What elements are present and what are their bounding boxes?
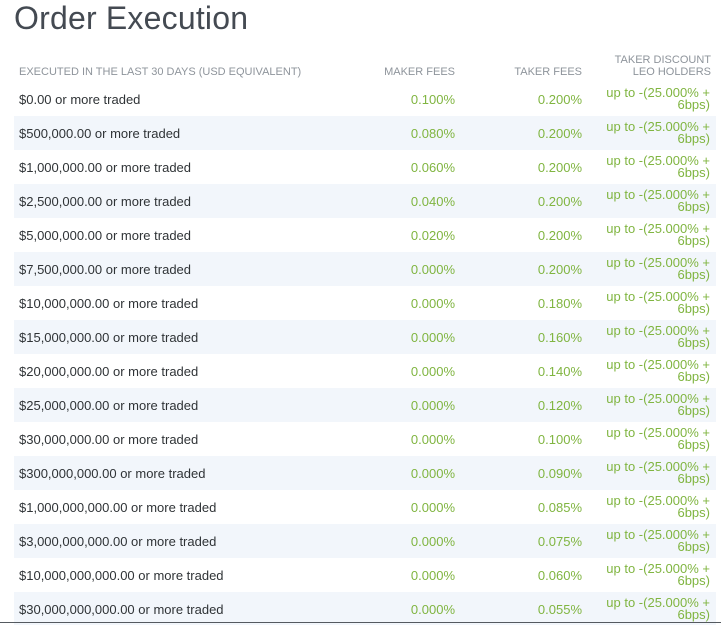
taker-fee-cell: 0.200% xyxy=(537,193,582,209)
maker-fee-cell: 0.000% xyxy=(410,261,455,277)
table-row: $30,000,000.00 or more traded 0.000% 0.100… xyxy=(14,422,716,456)
table-row: $25,000,000.00 or more traded 0.000% 0.120… xyxy=(14,388,716,422)
table-body: $0.00 or more traded 0.100% 0.200% up to -(… xyxy=(14,82,716,625)
tier-cell: $3,000,000,000.00 or more traded xyxy=(19,533,217,549)
table-row: $20,000,000.00 or more traded 0.000% 0.140… xyxy=(14,354,716,388)
taker-fee-cell: 0.075% xyxy=(537,533,582,549)
leo-discount-cell: up to -(25.000% + 6bps) xyxy=(606,289,710,316)
tier-cell: $30,000,000,000.00 or more traded xyxy=(19,601,224,617)
table-row: $10,000,000.00 or more traded 0.000% 0.180… xyxy=(14,286,716,320)
table-row: $2,500,000.00 or more traded 0.040% 0.200%… xyxy=(14,184,716,218)
leo-discount-cell: up to -(25.000% + 6bps) xyxy=(606,527,710,554)
taker-fee-cell: 0.100% xyxy=(537,431,582,447)
leo-discount-cell: up to -(25.000% + 6bps) xyxy=(606,357,710,384)
tier-cell: $500,000.00 or more traded xyxy=(19,125,181,141)
leo-discount-cell: up to -(25.000% + 6bps) xyxy=(606,391,710,418)
fee-schedule-table: EXECUTED IN THE LAST 30 DAYS (USD EQUIVA… xyxy=(14,48,716,625)
table-row: $30,000,000,000.00 or more traded 0.000% 0… xyxy=(14,592,716,625)
taker-fee-cell: 0.200% xyxy=(537,125,582,141)
table-row: $7,500,000.00 or more traded 0.000% 0.200%… xyxy=(14,252,716,286)
maker-fee-cell: 0.080% xyxy=(410,125,455,141)
tier-cell: $300,000,000.00 or more traded xyxy=(19,465,206,481)
tier-cell: $15,000,000.00 or more traded xyxy=(19,329,199,345)
taker-fee-cell: 0.180% xyxy=(537,295,582,311)
page-title: Order Execution xyxy=(14,0,249,36)
maker-fee-cell: 0.000% xyxy=(410,465,455,481)
table-row: $15,000,000.00 or more traded 0.000% 0.160… xyxy=(14,320,716,354)
maker-fee-cell: 0.000% xyxy=(410,397,455,413)
table-row: $1,000,000.00 or more traded 0.060% 0.200%… xyxy=(14,150,716,184)
maker-fee-cell: 0.000% xyxy=(410,363,455,379)
table-row: $1,000,000,000.00 or more traded 0.000% 0.… xyxy=(14,490,716,524)
maker-fee-cell: 0.000% xyxy=(410,601,455,617)
tier-cell: $30,000,000.00 or more traded xyxy=(19,431,199,447)
leo-discount-cell: up to -(25.000% + 6bps) xyxy=(606,221,710,248)
maker-fee-cell: 0.000% xyxy=(410,499,455,515)
leo-discount-cell: up to -(25.000% + 6bps) xyxy=(606,119,710,146)
leo-discount-cell: up to -(25.000% + 6bps) xyxy=(606,425,710,452)
leo-discount-cell: up to -(25.000% + 6bps) xyxy=(606,187,710,214)
taker-fee-cell: 0.200% xyxy=(537,91,582,107)
tier-cell: $10,000,000.00 or more traded xyxy=(19,295,199,311)
leo-discount-cell: up to -(25.000% + 6bps) xyxy=(606,323,710,350)
table-row: $0.00 or more traded 0.100% 0.200% up to -(… xyxy=(14,82,716,116)
maker-fee-cell: 0.040% xyxy=(410,193,455,209)
taker-fee-cell: 0.200% xyxy=(537,261,582,277)
header-row: EXECUTED IN THE LAST 30 DAYS (USD EQUIVA… xyxy=(14,48,716,82)
taker-fee-cell: 0.085% xyxy=(537,499,582,515)
maker-fee-cell: 0.000% xyxy=(410,533,455,549)
maker-fee-cell: 0.000% xyxy=(410,295,455,311)
table-row: $300,000,000.00 or more traded 0.000% 0.09… xyxy=(14,456,716,490)
maker-fee-cell: 0.000% xyxy=(410,431,455,447)
leo-discount-cell: up to -(25.000% + 6bps) xyxy=(606,561,710,588)
leo-discount-cell: up to -(25.000% + 6bps) xyxy=(606,85,710,112)
table-header: EXECUTED IN THE LAST 30 DAYS (USD EQUIVA… xyxy=(14,48,716,82)
taker-fee-cell: 0.200% xyxy=(537,159,582,175)
header-taker-fees: TAKER FEES xyxy=(514,66,582,78)
table-row: $5,000,000.00 or more traded 0.020% 0.200%… xyxy=(14,218,716,252)
tier-cell: $7,500,000.00 or more traded xyxy=(19,261,192,277)
maker-fee-cell: 0.020% xyxy=(410,227,455,243)
leo-discount-cell: up to -(25.000% + 6bps) xyxy=(606,595,710,622)
header-taker-discount: TAKER DISCOUNT LEO HOLDERS xyxy=(614,54,711,78)
table-row: $3,000,000,000.00 or more traded 0.000% 0.… xyxy=(14,524,716,558)
tier-cell: $2,500,000.00 or more traded xyxy=(19,193,192,209)
leo-discount-cell: up to -(25.000% + 6bps) xyxy=(606,255,710,282)
taker-fee-cell: 0.160% xyxy=(537,329,582,345)
taker-fee-cell: 0.140% xyxy=(537,363,582,379)
tier-cell: $10,000,000,000.00 or more traded xyxy=(19,567,224,583)
header-maker-fees: MAKER FEES xyxy=(384,66,455,78)
maker-fee-cell: 0.000% xyxy=(410,567,455,583)
leo-discount-cell: up to -(25.000% + 6bps) xyxy=(606,493,710,520)
leo-discount-cell: up to -(25.000% + 6bps) xyxy=(606,153,710,180)
tier-cell: $5,000,000.00 or more traded xyxy=(19,227,192,243)
table-row: $500,000.00 or more traded 0.080% 0.200% up… xyxy=(14,116,716,150)
taker-fee-cell: 0.090% xyxy=(537,465,582,481)
tier-cell: $1,000,000,000.00 or more traded xyxy=(19,499,217,515)
leo-discount-cell: up to -(25.000% + 6bps) xyxy=(606,459,710,486)
bottom-divider xyxy=(0,622,721,623)
header-volume-tier: EXECUTED IN THE LAST 30 DAYS (USD EQUIVA… xyxy=(19,66,302,78)
taker-fee-cell: 0.060% xyxy=(537,567,582,583)
maker-fee-cell: 0.000% xyxy=(410,329,455,345)
tier-cell: $20,000,000.00 or more traded xyxy=(19,363,199,379)
tier-cell: $1,000,000.00 or more traded xyxy=(19,159,192,175)
taker-fee-cell: 0.200% xyxy=(537,227,582,243)
maker-fee-cell: 0.100% xyxy=(410,91,455,107)
table-row: $10,000,000,000.00 or more traded 0.000% 0… xyxy=(14,558,716,592)
taker-fee-cell: 0.055% xyxy=(537,601,582,617)
tier-cell: $25,000,000.00 or more traded xyxy=(19,397,199,413)
taker-fee-cell: 0.120% xyxy=(537,397,582,413)
maker-fee-cell: 0.060% xyxy=(410,159,455,175)
tier-cell: $0.00 or more traded xyxy=(19,91,141,107)
